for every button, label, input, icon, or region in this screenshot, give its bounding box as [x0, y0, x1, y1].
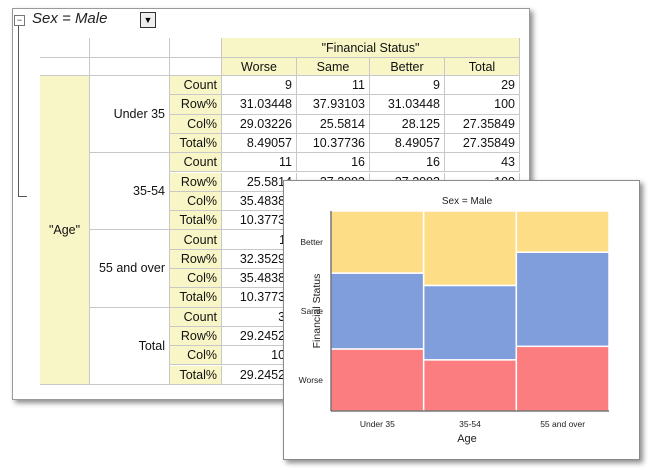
data-cell: 27.35849	[445, 114, 520, 134]
stat-label: Row%	[170, 95, 222, 115]
group-dropdown[interactable]: ▼	[140, 12, 156, 28]
group-bracket	[18, 26, 27, 197]
data-cell: 11	[297, 76, 370, 96]
mosaic-cell	[515, 345, 610, 412]
stat-label: Count	[170, 230, 222, 250]
data-cell: 29.03226	[222, 114, 297, 134]
data-cell: 27.35849	[445, 133, 520, 154]
data-cell: 11	[222, 153, 297, 173]
stat-label: Count	[170, 76, 222, 96]
stat-label: Total%	[170, 211, 222, 231]
chart: Sex = Male Age Financial Status Worse Sam…	[299, 196, 610, 445]
data-cell: 28.125	[370, 114, 445, 134]
chart-window: Sex = Male Age Financial Status Worse Sam…	[283, 180, 640, 460]
row-label: 55 and over	[90, 230, 170, 308]
data-cell: 9	[222, 76, 297, 96]
data-cell: 8.49057	[370, 133, 445, 154]
data-cell: 16	[370, 153, 445, 173]
column-header: Total	[445, 58, 520, 76]
column-header: Better	[370, 58, 445, 76]
row-label: 35-54	[90, 153, 170, 231]
row-label: Under 35	[90, 76, 170, 154]
data-cell: 31.03448	[370, 95, 445, 115]
data-cell: 16	[297, 153, 370, 173]
blank-cell	[40, 38, 90, 58]
chart-title: Sex = Male	[442, 196, 493, 207]
stat-label: Row%	[170, 249, 222, 269]
data-cell: 37.93103	[297, 95, 370, 115]
x-axis-label: Age	[457, 433, 477, 445]
y-axis-label: Financial Status	[311, 274, 323, 349]
mosaic-cell	[330, 210, 425, 274]
mosaic-cell	[515, 251, 610, 348]
column-header: Same	[297, 58, 370, 76]
row-group-header: "Age"	[40, 76, 90, 385]
collapse-toggle[interactable]: −	[14, 15, 25, 26]
stat-label: Col%	[170, 114, 222, 134]
mosaic-cell	[422, 359, 518, 412]
y-tick-label: Same	[301, 306, 323, 316]
stat-label: Total%	[170, 288, 222, 308]
blank-cell	[170, 58, 222, 76]
stat-label: Col%	[170, 191, 222, 212]
mosaic-cell	[515, 210, 610, 253]
stat-label: Col%	[170, 269, 222, 289]
row-label: Total	[90, 307, 170, 385]
mosaic-cell	[422, 210, 518, 287]
stat-label: Row%	[170, 172, 222, 192]
data-cell: 25.5814	[297, 114, 370, 134]
x-tick-label: 55 and over	[540, 419, 585, 429]
data-cell: 29	[445, 76, 520, 96]
y-tick-label: Better	[300, 237, 323, 247]
mosaic-cell	[422, 284, 518, 361]
column-header: Worse	[222, 58, 297, 76]
column-group-header: "Financial Status"	[222, 38, 520, 58]
stat-label: Total%	[170, 133, 222, 154]
group-label: Sex = Male	[32, 10, 108, 27]
stat-label: Total%	[170, 365, 222, 385]
stat-label: Col%	[170, 346, 222, 366]
blank-cell	[40, 58, 90, 76]
stat-label: Row%	[170, 326, 222, 347]
mosaic-cell	[330, 348, 425, 412]
x-tick-label: Under 35	[360, 419, 395, 429]
stat-label: Count	[170, 153, 222, 173]
blank-cell	[170, 38, 222, 58]
y-tick-label: Worse	[299, 375, 324, 385]
x-tick-label: 35-54	[459, 419, 481, 429]
mosaic-cell	[330, 272, 425, 350]
blank-cell	[90, 38, 170, 58]
data-cell: 10.37736	[297, 133, 370, 154]
data-cell: 31.03448	[222, 95, 297, 115]
data-cell: 8.49057	[222, 133, 297, 154]
data-cell: 43	[445, 153, 520, 173]
data-cell: 9	[370, 76, 445, 96]
blank-cell	[90, 58, 170, 76]
data-cell: 100	[445, 95, 520, 115]
stat-label: Count	[170, 307, 222, 327]
